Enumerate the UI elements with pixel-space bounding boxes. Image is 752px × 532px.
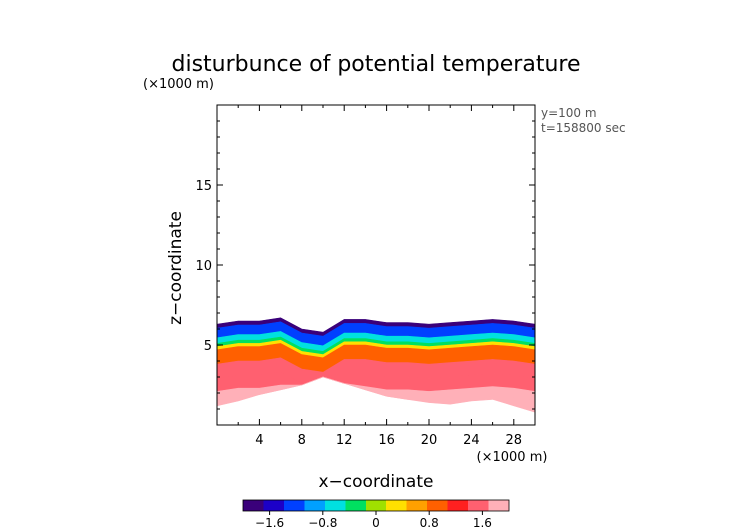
temperature-field: [217, 317, 535, 413]
colorbar-tick-label: −1.6: [255, 516, 284, 530]
y-tick-label: 15: [195, 179, 212, 194]
info-time: t=158800 sec: [541, 121, 626, 135]
x-axis-label: x−coordinate: [319, 472, 434, 492]
chart-title: disturbunce of potential temperature: [172, 52, 581, 77]
x-tick-label: 8: [298, 433, 306, 448]
colorbar: [242, 499, 510, 512]
x-tick-label: 12: [336, 433, 353, 448]
x-tick-label: 16: [378, 433, 395, 448]
x-tick-label: 24: [463, 433, 480, 448]
x-tick-label: 28: [506, 433, 523, 448]
y-tick-label: 5: [204, 339, 212, 354]
y-tick-label: 10: [195, 259, 212, 274]
axis-ticks: 4 8 12 16 20 24 28 5 10 15: [195, 105, 535, 448]
colorbar-ticks: −1.6 −0.8 0 0.8 1.6: [255, 511, 492, 530]
x-tick-label: 4: [255, 433, 263, 448]
info-y: y=100 m: [541, 106, 597, 120]
colorbar-tick-label: −0.8: [308, 516, 337, 530]
field-band-9: [217, 376, 535, 413]
y-axis-label: z−coordinate: [166, 211, 186, 325]
x-unit-label: (×1000 m): [477, 450, 548, 465]
colorbar-tick-label: 0.8: [420, 516, 439, 530]
colorbar-tick-label: 1.6: [473, 516, 492, 530]
x-tick-label: 20: [421, 433, 438, 448]
colorbar-tick-label: 0: [372, 516, 380, 530]
z-unit-label: (×1000 m): [143, 77, 214, 92]
